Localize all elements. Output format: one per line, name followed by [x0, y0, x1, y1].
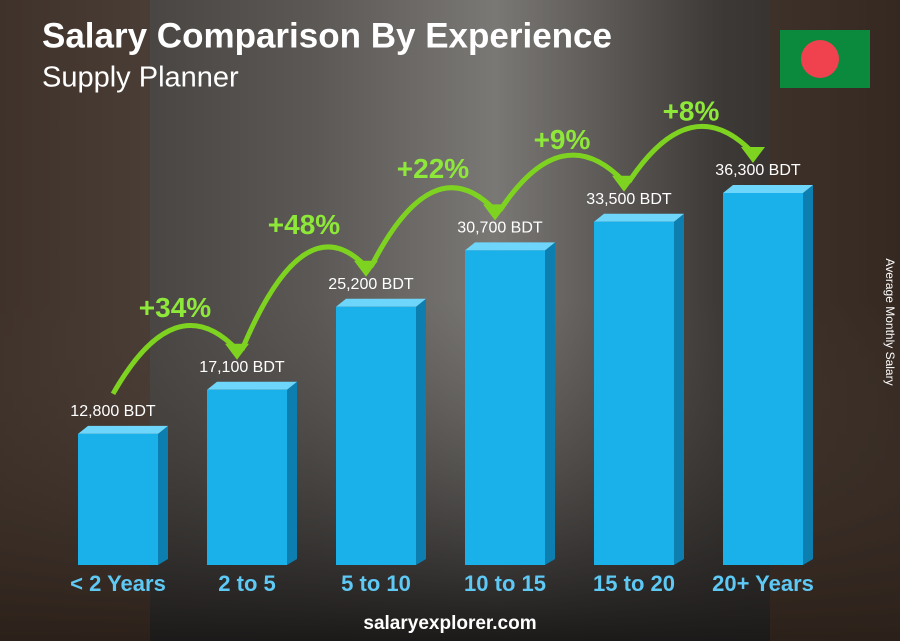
bar-side — [416, 298, 426, 565]
bar-side — [545, 242, 555, 565]
value-label: 33,500 BDT — [586, 191, 672, 208]
x-tick-label: 5 to 10 — [341, 571, 411, 596]
bar — [723, 193, 803, 565]
value-label: 12,800 BDT — [70, 403, 156, 420]
y-axis-label: Average Monthly Salary — [883, 258, 897, 385]
value-label: 30,700 BDT — [457, 220, 543, 237]
bar-top — [336, 298, 426, 307]
x-tick-label: 20+ Years — [712, 571, 814, 596]
increase-arrow — [626, 123, 755, 184]
increase-arrow — [110, 323, 239, 396]
increase-arrow — [497, 152, 626, 212]
increase-arrow — [239, 244, 368, 351]
x-tick-label: < 2 Years — [70, 571, 166, 596]
increase-label: +9% — [534, 124, 591, 155]
x-tick-label: 2 to 5 — [218, 571, 275, 596]
bar — [594, 221, 674, 565]
bar — [78, 433, 158, 565]
value-label: 25,200 BDT — [328, 276, 414, 293]
value-label: 36,300 BDT — [715, 162, 801, 179]
increase-label: +34% — [139, 292, 211, 323]
bar-top — [723, 185, 813, 193]
bar-top — [465, 242, 555, 251]
bar-side — [287, 381, 297, 565]
increase-label: +22% — [397, 153, 469, 184]
footer: salaryexplorer.com — [363, 613, 536, 634]
chart-subtitle: Supply Planner — [42, 62, 239, 94]
x-tick-label: 15 to 20 — [593, 571, 675, 596]
increase-label: +8% — [663, 95, 720, 126]
chart-title: Salary Comparison By Experience — [42, 16, 612, 55]
bar-top — [207, 381, 297, 390]
bar-top — [78, 425, 168, 434]
bar-top — [594, 213, 684, 222]
bar-side — [674, 213, 684, 565]
flag-circle — [801, 40, 839, 78]
bar — [336, 306, 416, 565]
increase-label: +48% — [268, 209, 340, 240]
bar-side — [158, 425, 168, 565]
increase-arrow — [368, 185, 497, 268]
value-label: 17,100 BDT — [199, 359, 285, 376]
x-tick-label: 10 to 15 — [464, 571, 546, 596]
bar — [465, 250, 545, 565]
increase-arrowhead — [741, 147, 765, 163]
bar — [207, 389, 287, 565]
bar-side — [803, 185, 813, 565]
